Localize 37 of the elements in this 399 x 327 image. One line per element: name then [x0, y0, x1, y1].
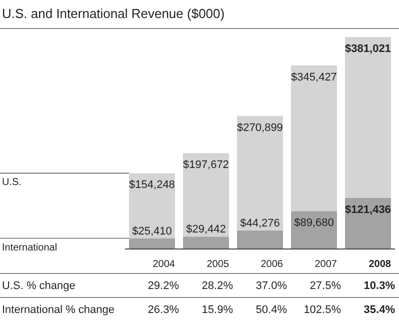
bar — [291, 65, 337, 212]
text: 26.3% — [146, 304, 180, 316]
text: U.S. % change — [1, 280, 76, 292]
data-label: $154,248 — [129, 179, 175, 192]
chart-title: U.S. and International Revenue ($000) — [0, 0, 399, 29]
bar — [129, 238, 175, 249]
data-label: $270,899 — [237, 122, 283, 134]
text: 35.4% — [362, 304, 396, 316]
x-tick-label: 2007 — [314, 259, 338, 270]
data-label: $89,680 — [294, 217, 334, 230]
text: 37.0% — [254, 280, 288, 292]
bar — [345, 37, 391, 198]
data-label: $381,021 — [345, 43, 391, 55]
text: 27.5% — [308, 280, 342, 292]
text: U.S. — [2, 177, 22, 188]
x-tick-label: 2004 — [152, 259, 176, 270]
text: 28.2% — [200, 280, 234, 292]
x-tick-label: 2005 — [206, 259, 230, 270]
data-label: $44,276 — [240, 217, 280, 230]
bar — [183, 153, 229, 237]
data-label: $29,442 — [186, 224, 226, 236]
bar — [237, 116, 283, 230]
data-label: $345,427 — [291, 71, 337, 84]
text: International % change — [1, 304, 116, 316]
text: 15.9% — [200, 304, 234, 316]
text: 102.5% — [302, 304, 342, 316]
data-label: $121,436 — [345, 204, 391, 216]
x-tick-label: 2006 — [260, 259, 284, 270]
bar — [183, 236, 229, 249]
text: 10.3% — [362, 280, 396, 292]
text: 50.4% — [254, 304, 288, 316]
x-tick-label: 2008 — [368, 259, 392, 270]
text: 29.2% — [146, 280, 180, 292]
data-label: $25,410 — [132, 225, 172, 238]
data-label: $197,672 — [183, 159, 229, 172]
bar — [237, 230, 283, 249]
text: International — [2, 242, 58, 254]
